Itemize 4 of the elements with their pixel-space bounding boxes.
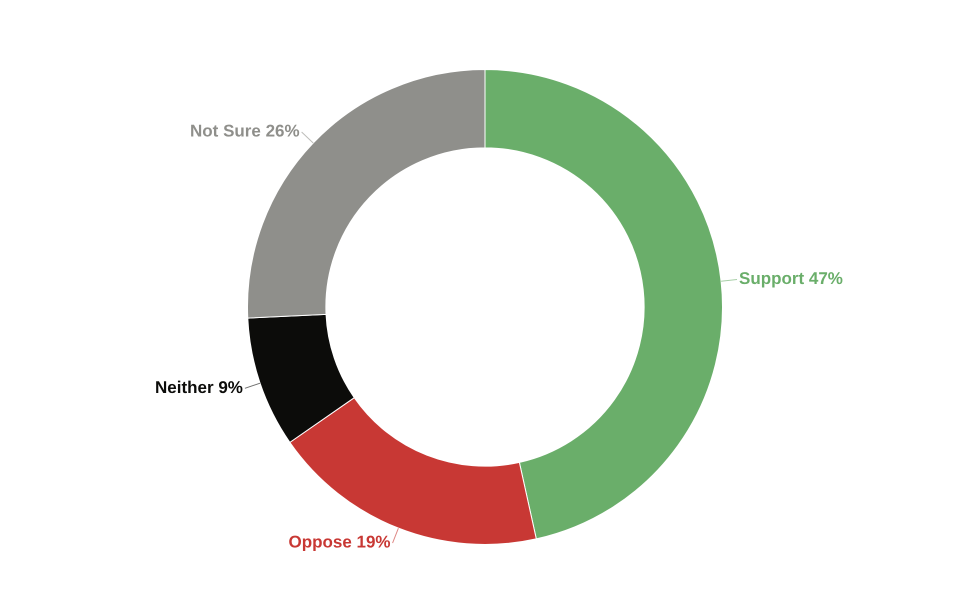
slice-label: Support 47%: [739, 269, 843, 288]
slice-label: Neither 9%: [155, 378, 243, 398]
slice-label: Oppose 19%: [288, 532, 391, 552]
slice-label: Not Sure 26%: [190, 122, 300, 141]
